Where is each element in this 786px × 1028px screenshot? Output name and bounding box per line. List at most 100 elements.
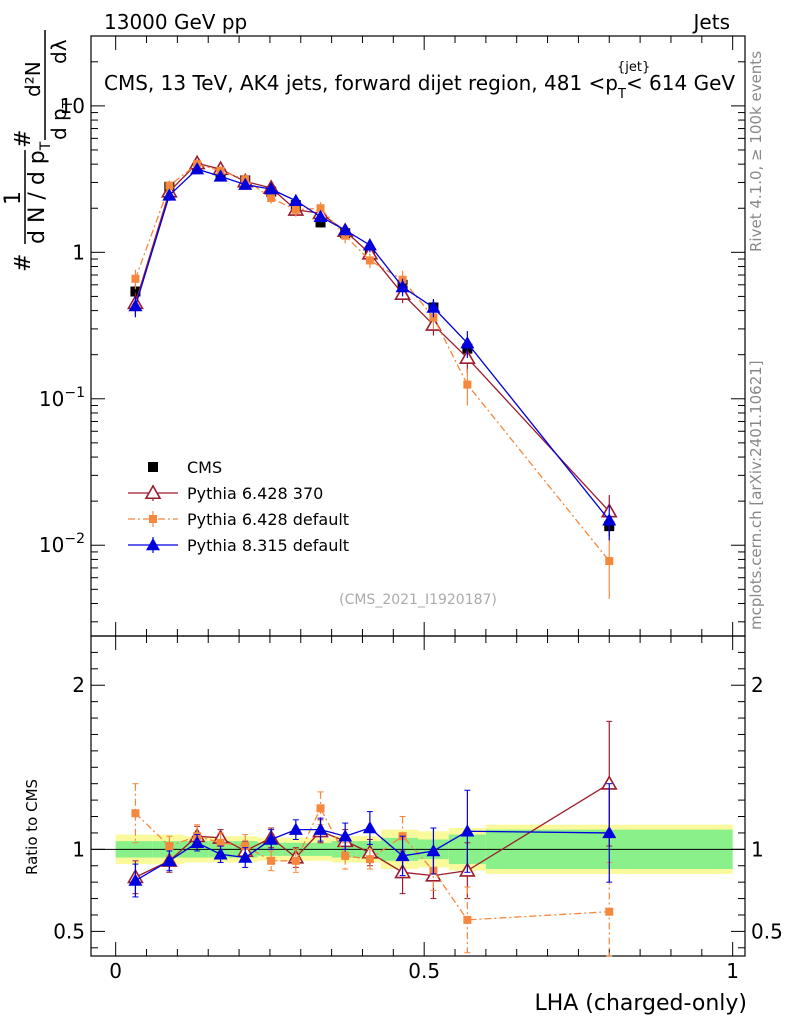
ratio-data-point [605,907,614,916]
main-series-pythia-8-315-default [128,162,617,541]
main-data-point [313,209,328,222]
main-data-point [395,279,410,293]
main-data-point [213,169,228,182]
main-data-point [362,238,377,251]
main-series-pythia-6-428-370 [127,154,618,534]
ratio-y-tick-label-right: 1 [751,837,764,861]
main-data-point [264,182,279,195]
header-category-label: Jets [692,10,730,34]
main-y-axis-label: # 1 d N / d pT # d²N d pT dλ [1,30,76,272]
main-y-tick-label: 10 [60,94,85,118]
ratio-data-point [316,804,325,813]
legend-label: Pythia 6.428 370 [187,484,323,503]
main-data-point [130,286,141,297]
main-data-point [131,274,140,283]
ratio-data-point [165,842,174,851]
ratio-y-tick-label-right: 0.5 [751,919,783,943]
ratio-data-point [288,822,303,835]
ratio-y-tick-label-right: 2 [751,673,764,697]
main-data-point [162,188,177,201]
ylabel-hash-1: # [11,254,36,272]
plot-title-main: CMS, 13 TeV, AK4 jets, forward dijet reg… [104,71,618,95]
main-data-point [316,204,325,213]
ratio-data-point [338,829,353,842]
x-axis-label: LHA (charged-only) [534,991,747,1016]
ratio-data-point [426,843,441,857]
ylabel-hash-2: # [11,130,36,148]
ratio-data-point [213,847,228,860]
main-data-point [190,162,205,175]
ratio-data-point [238,850,253,863]
main-data-point [291,205,300,214]
plot-title-end: < 614 GeV [626,71,735,95]
main-plot-panel: 10−2 10−1 1 10 [39,35,746,637]
ratio-data-point [190,835,205,849]
main-y-tick-label: 10−1 [39,385,85,411]
plot-title-sub: T [617,87,626,102]
ratio-series-pythia-6-428-default [131,783,614,957]
main-data-point [605,557,614,566]
ratio-x-tick-label: 0 [109,959,122,983]
main-data-point [288,193,303,206]
legend-label: CMS [187,458,222,477]
legend-item: Pythia 8.315 default [128,536,349,555]
legend-item: Pythia 6.428 default [128,510,349,529]
ratio-series-pythia-8-315-default [128,783,617,898]
main-data-point [338,223,353,236]
ylabel-dlambda: dλ [47,39,71,64]
plot-title-sup: {jet} [617,60,650,75]
legend-label: Pythia 6.428 default [187,510,349,529]
main-data-point [460,336,475,349]
ratio-plot-panel: 0 0.5 1 0.5 0.5 1 1 2 2 [53,635,783,983]
header-collision-label: 13000 GeV pp [104,10,247,34]
ratio-data-point [313,822,328,835]
analysis-id-label: (CMS_2021_I1920187) [339,592,497,608]
ratio-data-point [362,821,377,834]
mcplots-source-label: mcplots.cern.ch [arXiv:2401.10621] [747,360,765,630]
main-data-point [267,193,276,202]
ratio-y-tick-label: 0.5 [53,919,85,943]
ratio-data-point [460,824,475,837]
ratio-y-axis-label: Ratio to CMS [23,779,41,875]
ratio-data-point [395,848,410,862]
ratio-data-point [162,853,177,867]
ylabel-dpt: d pT [47,100,76,140]
main-y-tick-label: 1 [72,240,85,264]
ratio-plot-frame [90,635,746,957]
plot-title: CMS, 13 TeV, AK4 jets, forward dijet reg… [104,71,735,102]
ylabel-frac-num: 1 [1,191,26,205]
main-data-point [128,299,143,312]
main-series-cms [130,163,615,537]
ratio-data-point [602,825,617,839]
main-y-tick-label: 10−2 [39,531,85,557]
ratio-data-point [264,832,279,845]
legend-item: Pythia 6.428 370 [128,484,323,503]
ratio-data-point [267,856,276,865]
ratio-data-point [216,838,225,847]
ratio-y-tick-label: 1 [72,837,85,861]
ratio-data-point [131,809,140,818]
legend-item: CMS [148,458,222,477]
ratio-x-tick-label: 0.5 [408,959,440,983]
ylabel-d2n: d²N [21,61,45,97]
legend-marker [148,462,158,472]
legend-marker [149,515,157,523]
main-data-point [463,380,472,389]
main-data-point [365,256,374,265]
main-data-point [238,177,253,190]
main-data-point [602,513,617,526]
ratio-data-point [128,873,143,886]
legend-label: Pythia 8.315 default [187,536,349,555]
ratio-x-tick-label: 1 [726,959,739,983]
rivet-version-label: Rivet 4.1.0, ≥ 100k events [747,51,765,252]
ratio-y-tick-label: 2 [72,673,85,697]
legend: CMS Pythia 6.428 370 Pythia 6.428 default P… [128,458,349,555]
legend-marker [144,484,162,500]
main-data-point [426,300,441,313]
main-data-point [165,181,174,190]
ratio-data-point [365,855,374,864]
ratio-data-point [241,842,250,851]
legend-marker [146,538,160,551]
ratio-data-point [291,856,300,865]
